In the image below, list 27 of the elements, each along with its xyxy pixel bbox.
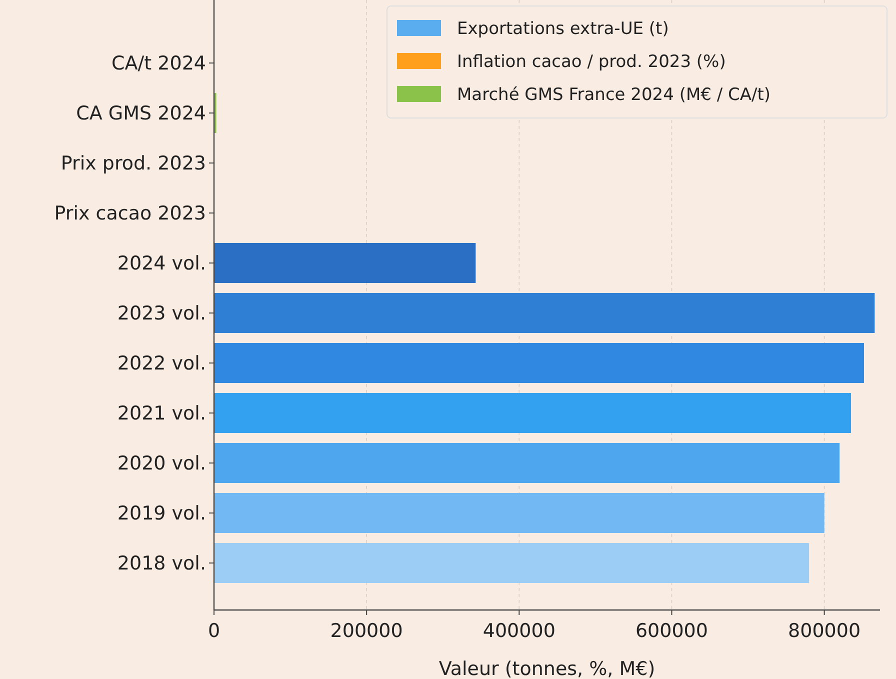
bar [214, 393, 852, 433]
x-tick-label: 800000 [788, 620, 861, 642]
bar [214, 243, 476, 283]
y-tick-label: 2020 vol. [117, 452, 206, 475]
y-tick-label: 2022 vol. [117, 352, 206, 375]
x-tick-label: 600000 [635, 620, 708, 642]
y-tick-label: 2019 vol. [117, 502, 206, 525]
bar [214, 543, 810, 583]
bar [214, 493, 824, 533]
legend-label: Inflation cacao / prod. 2023 (%) [457, 52, 726, 72]
y-tick-label: 2021 vol. [117, 402, 206, 425]
y-tick-label: 2018 vol. [117, 552, 206, 575]
x-axis-title: Valeur (tonnes, %, M€) [438, 658, 656, 679]
y-tick-label: CA/t 2024 [111, 52, 206, 75]
x-tick-label: 0 [208, 620, 220, 642]
legend-label: Exportations extra-UE (t) [457, 18, 669, 39]
legend-label: Marché GMS France 2024 (M€ / CA/t) [457, 84, 770, 105]
bar [214, 293, 875, 333]
y-tick-label: 2024 vol. [117, 252, 206, 275]
x-tick-label: 400000 [482, 620, 556, 642]
bar [214, 443, 840, 483]
x-tick-label: 200000 [330, 620, 403, 642]
y-tick-label: Prix prod. 2023 [60, 152, 206, 175]
y-tick-label: 2023 vol. [117, 302, 206, 325]
y-tick-label: CA GMS 2024 [76, 102, 206, 125]
bar [214, 343, 864, 383]
y-tick-label: Prix cacao 2023 [54, 202, 206, 225]
